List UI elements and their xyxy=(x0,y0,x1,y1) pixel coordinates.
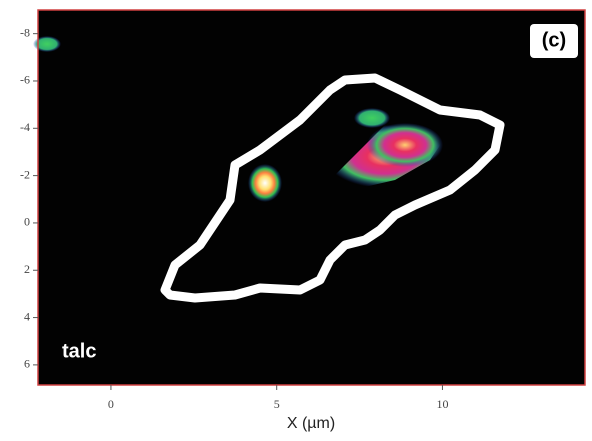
signal-spot xyxy=(33,36,61,52)
y-tick-label: -8 xyxy=(20,25,30,39)
signal-spot xyxy=(354,108,390,128)
panel-label: (c) xyxy=(542,29,566,51)
y-tick-label: 4 xyxy=(24,309,30,323)
chart: (c) talc X (µm) -8 -6 -4 -2 0 2 4 6 0 5 10 xyxy=(0,0,592,436)
x-axis-label: X (µm) xyxy=(287,415,335,432)
plot-area xyxy=(38,10,585,385)
annotation: talc xyxy=(62,340,96,362)
y-tick-label: -4 xyxy=(20,120,30,134)
y-tick-label: 6 xyxy=(24,357,30,371)
y-tick-label: -6 xyxy=(20,73,30,87)
signal-spot xyxy=(248,164,282,202)
signal-spot xyxy=(367,123,443,167)
x-tick-label: 10 xyxy=(436,397,448,411)
y-tick-label: 0 xyxy=(24,215,30,229)
x-tick-label: 5 xyxy=(274,397,280,411)
y-tick-label: -2 xyxy=(20,167,30,181)
y-tick-label: 2 xyxy=(24,262,30,276)
x-tick-label: 0 xyxy=(108,397,114,411)
